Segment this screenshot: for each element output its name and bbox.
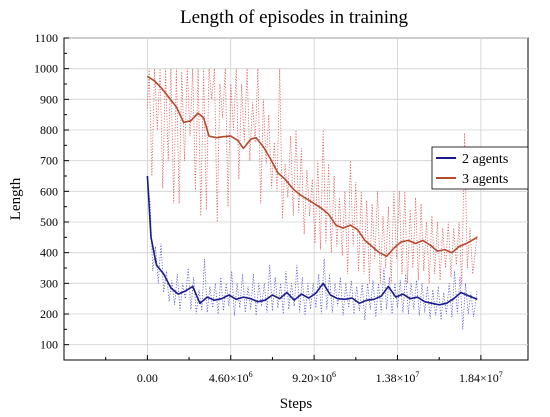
x-tick-label: 1.84×107 [459, 370, 503, 385]
x-tick-label: 1.38×107 [376, 370, 420, 385]
x-tick-exponent: 6 [249, 370, 253, 379]
x-tick-exponent: 7 [415, 370, 419, 379]
series-raw-3-agents [147, 68, 478, 287]
legend: 2 agents 3 agents [431, 146, 529, 190]
x-tick-label: 4.60×106 [209, 370, 253, 385]
y-tick-label: 500 [40, 215, 58, 229]
y-tick-label: 700 [40, 154, 58, 168]
plot-area: 0.00 4.60×106 9.20×106 1.38×107 1.84×1071002… [34, 31, 529, 385]
x-tick-mantissa: 1.84×10 [459, 371, 499, 385]
y-tick-label: 200 [40, 307, 58, 321]
y-axis-label: Length [8, 177, 24, 220]
y-tick-label: 1000 [34, 62, 58, 76]
legend-box [431, 146, 529, 190]
plot-frame [63, 37, 529, 361]
y-tick-label: 400 [40, 246, 58, 260]
y-tick-label: 1100 [34, 31, 58, 45]
axis-ticks: 0.00 4.60×106 9.20×106 1.38×107 1.84×1071002… [34, 31, 503, 385]
x-tick-exponent: 7 [499, 370, 503, 379]
x-tick-mantissa: 1.38×10 [376, 371, 416, 385]
x-tick-label: 0.00 [137, 371, 158, 385]
legend-label-3-agents: 3 agents [462, 172, 508, 187]
x-tick-label: 9.20×106 [292, 370, 336, 385]
x-tick-mantissa: 4.60×10 [209, 371, 249, 385]
y-tick-label: 600 [40, 184, 58, 198]
x-tick-exponent: 6 [332, 370, 336, 379]
legend-label-2-agents: 2 agents [462, 152, 508, 167]
chart-title: Length of episodes in training [180, 7, 408, 28]
series-layer [146, 68, 478, 330]
y-tick-label: 800 [40, 123, 58, 137]
gridlines [64, 37, 528, 360]
x-tick-mantissa: 9.20×10 [292, 371, 332, 385]
x-axis-label: Steps [280, 396, 313, 412]
series-smoothed-2-agents [146, 175, 478, 306]
y-tick-label: 900 [40, 92, 58, 106]
series-smoothed-3-agents [146, 75, 478, 258]
y-tick-label: 300 [40, 276, 58, 290]
y-tick-label: 100 [40, 338, 58, 352]
x-tick-mantissa: 0.00 [137, 371, 158, 385]
